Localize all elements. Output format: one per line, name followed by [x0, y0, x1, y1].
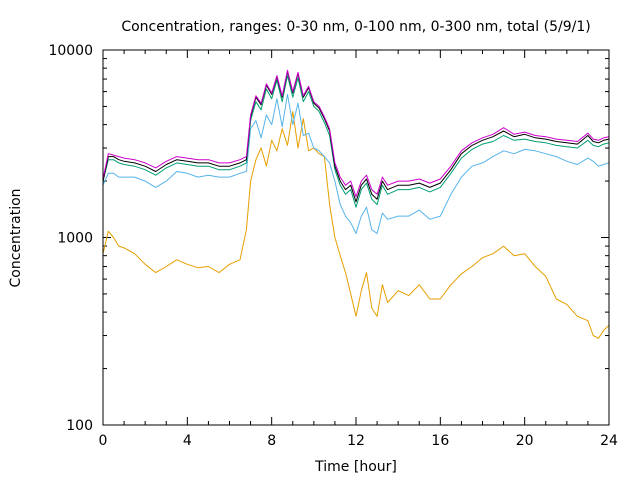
series-group [102, 69, 610, 339]
x-tick-label: 8 [267, 433, 276, 449]
y-tick-label: 1000 [57, 231, 93, 247]
y-tick-label: 10000 [48, 43, 93, 59]
x-tick-label: 0 [99, 433, 108, 449]
x-tick-label: 16 [431, 433, 449, 449]
plot-frame [102, 49, 610, 426]
x-tick-label: 12 [347, 433, 365, 449]
series-line-5 [102, 69, 610, 198]
series-line-2 [102, 93, 610, 234]
x-tick-label: 24 [600, 433, 618, 449]
x-axis-label: Time [hour] [314, 459, 397, 475]
y-axis-label: Concentration [8, 188, 24, 287]
series-line-4 [102, 70, 610, 203]
series-line-3 [102, 75, 610, 208]
series-line-1 [102, 111, 610, 339]
chart-title: Concentration, ranges: 0-30 nm, 0-100 nm… [121, 19, 590, 35]
axis-ticks: 0 4 8 12 16 20 24 100 1000 10000 [48, 43, 618, 449]
x-tick-label: 4 [183, 433, 192, 449]
y-tick-label: 100 [66, 418, 93, 434]
x-tick-label: 20 [516, 433, 534, 449]
